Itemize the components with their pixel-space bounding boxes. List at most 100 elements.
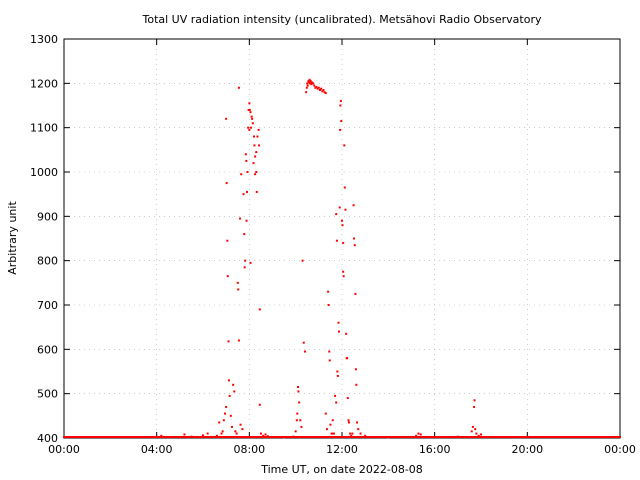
data-point: [245, 159, 248, 162]
data-point: [294, 430, 297, 433]
data-point: [249, 261, 252, 264]
data-point: [259, 432, 262, 435]
data-point: [250, 115, 253, 118]
data-point: [296, 386, 299, 389]
y-tick-label: 700: [37, 299, 58, 312]
data-point: [255, 171, 258, 173]
data-point: [258, 308, 261, 311]
data-point: [256, 135, 259, 138]
x-axis-ticks: 00:00 04:00 08:00 12:00 16:00 20:00 00:00: [48, 39, 636, 456]
data-point: [252, 162, 255, 165]
y-tick-label: 600: [37, 343, 58, 356]
data-point: [227, 340, 230, 343]
data-point: [225, 405, 228, 408]
x-tick-label: 00:00: [604, 443, 636, 456]
data-point: [246, 190, 249, 193]
y-tick-label: 1300: [30, 33, 58, 46]
data-point: [337, 330, 340, 333]
data-point: [226, 239, 229, 242]
data-point: [307, 80, 310, 83]
data-point: [244, 259, 247, 262]
data-point: [224, 412, 227, 415]
data-point: [246, 171, 249, 173]
data-point: [249, 126, 252, 129]
x-axis-label: Time UT, on date 2022-08-08: [260, 463, 423, 476]
data-point: [236, 281, 239, 284]
data-point: [218, 421, 221, 424]
data-point: [329, 423, 332, 426]
data-point: [305, 86, 308, 89]
data-point: [248, 102, 251, 105]
data-point: [336, 374, 339, 377]
data-point: [314, 86, 317, 89]
data-point: [306, 84, 309, 87]
data-point: [303, 350, 306, 353]
data-point: [357, 428, 360, 431]
data-point: [473, 399, 476, 402]
data-point: [249, 111, 252, 114]
data-point: [245, 219, 248, 222]
data-point: [251, 117, 254, 120]
data-point: [337, 321, 340, 324]
data-point: [222, 419, 225, 422]
data-point: [346, 357, 349, 360]
data-point: [387, 436, 390, 439]
data-point: [301, 259, 304, 262]
data-point: [339, 104, 342, 107]
data-point: [225, 182, 228, 185]
data-point: [471, 425, 474, 428]
data-point: [475, 432, 478, 435]
data-point: [302, 341, 305, 344]
data-point: [295, 419, 298, 422]
data-point: [244, 153, 247, 156]
data-point: [155, 435, 158, 438]
data-point: [342, 275, 345, 278]
data-point: [351, 432, 354, 435]
data-point: [241, 428, 244, 431]
data-point: [313, 84, 316, 87]
data-points: [63, 78, 621, 439]
data-point: [167, 436, 170, 439]
data-point: [309, 82, 312, 85]
data-point: [237, 339, 240, 342]
data-point: [325, 428, 328, 431]
data-point: [258, 144, 261, 147]
data-point: [306, 82, 309, 85]
data-point: [339, 100, 342, 103]
data-point: [331, 419, 334, 422]
data-point: [232, 383, 235, 386]
data-point: [300, 425, 303, 428]
data-point: [160, 434, 163, 437]
data-point: [235, 432, 238, 435]
data-point: [309, 80, 312, 83]
data-point: [233, 390, 236, 393]
x-tick-label: 00:00: [48, 443, 80, 456]
x-tick-label: 08:00: [233, 443, 265, 456]
data-point: [330, 432, 333, 435]
data-point: [353, 244, 356, 247]
y-tick-label: 400: [37, 432, 58, 445]
data-point: [310, 83, 313, 86]
data-point: [252, 135, 255, 138]
data-point: [248, 108, 251, 111]
data-point: [327, 304, 330, 306]
data-point: [474, 428, 477, 431]
y-tick-label: 1200: [30, 77, 58, 90]
x-tick-label: 20:00: [511, 443, 543, 456]
data-point: [342, 270, 345, 273]
data-point: [343, 186, 346, 189]
data-point: [346, 397, 349, 400]
data-point: [316, 87, 319, 90]
y-axis-label: Arbitrary unit: [6, 201, 19, 275]
data-point: [359, 432, 362, 435]
data-point: [353, 237, 356, 240]
data-point: [239, 217, 242, 220]
data-point: [335, 401, 338, 404]
data-point: [342, 241, 345, 244]
data-point: [242, 193, 245, 196]
data-point: [190, 435, 193, 438]
data-point: [262, 434, 265, 437]
data-point: [335, 213, 338, 216]
data-point: [206, 432, 209, 435]
